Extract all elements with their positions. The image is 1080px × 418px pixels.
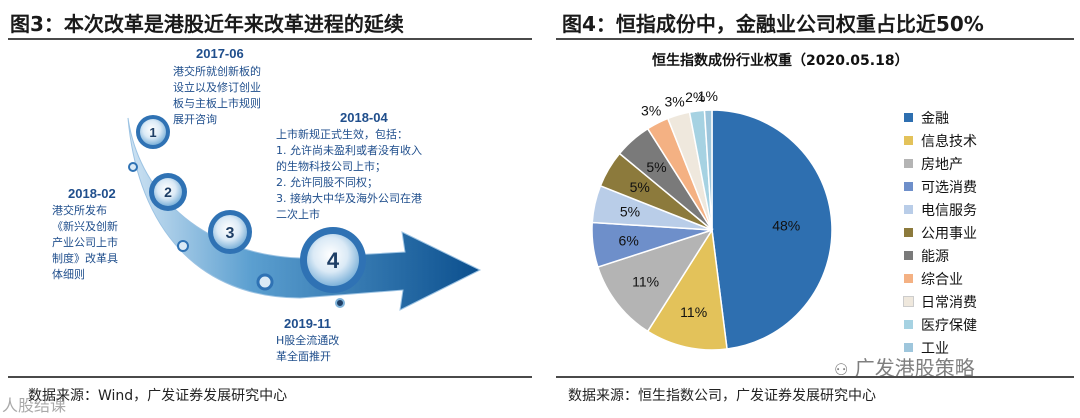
legend-item-10: 工业 xyxy=(904,336,977,359)
legend-label: 金融 xyxy=(921,110,949,127)
right-source-rule xyxy=(556,376,1074,378)
event-line: 1. 允许尚未盈利或者没有收入 xyxy=(276,144,422,157)
pie-data-label-9: 2% xyxy=(685,89,705,105)
pie-data-label-7: 3% xyxy=(641,103,661,119)
event-text-2018-02: 港交所发布《新兴及创新 产业公司上市 制度》改革具 体细则 xyxy=(52,203,118,283)
event-text-2017-06: 港交所就创新板的 设立以及修订创业 板与主板上市规则 展开咨询 xyxy=(173,64,261,128)
legend-label: 工业 xyxy=(921,340,949,357)
event-line: H股全流通改 xyxy=(276,334,340,347)
pie-data-label-5: 5% xyxy=(630,179,650,195)
legend-label: 电信服务 xyxy=(921,202,977,219)
event-line: 上市新规正式生效，包括： xyxy=(276,128,408,141)
event-line: 港交所就创新板的 xyxy=(173,65,261,78)
legend-swatch xyxy=(904,182,913,191)
event-year-2017-06: 2017-06 xyxy=(196,46,244,61)
right-title-rule xyxy=(556,38,1074,40)
right-figure-panel: 图4：恒指成份中，金融业公司权重占比近50% 恒生指数成份行业权重（2020.0… xyxy=(552,0,1080,418)
legend-swatch xyxy=(904,320,913,329)
step-circle-3: 3 xyxy=(208,210,252,254)
legend-swatch xyxy=(904,274,913,283)
pie-slice-2 xyxy=(596,228,714,333)
right-figure-title: 图4：恒指成份中，金融业公司权重占比近50% xyxy=(562,12,984,36)
chart-title: 恒生指数成份行业权重（2020.05.18） xyxy=(652,53,909,69)
step-number-4: 4 xyxy=(327,248,340,273)
decorative-rings xyxy=(128,162,345,308)
event-text-2019-11: H股全流通改 革全面推开 xyxy=(276,333,339,365)
legend-label: 房地产 xyxy=(921,156,963,173)
pie-chart: 48%11%11%6%5%5%5%3%3% 2%1% xyxy=(591,88,833,351)
legend-item-9: 医疗保健 xyxy=(904,313,977,336)
legend-item-7: 综合业 xyxy=(904,267,977,290)
pie-data-label-0: 48% xyxy=(772,217,800,233)
legend-swatch xyxy=(904,228,913,237)
event-line: 板与主板上市规则 xyxy=(173,97,261,110)
step-number-2: 2 xyxy=(164,184,172,200)
event-line: 二次上市 xyxy=(276,208,320,221)
legend-item-1: 信息技术 xyxy=(904,129,977,152)
legend-item-6: 能源 xyxy=(904,244,977,267)
event-line: 展开咨询 xyxy=(173,113,217,126)
pie-data-label-1: 11% xyxy=(680,304,707,320)
step-circle-4: 4 xyxy=(300,227,366,293)
left-figure-title: 图3：本次改革是港股近年来改革进程的延续 xyxy=(10,12,404,36)
legend-item-5: 公用事业 xyxy=(904,221,977,244)
timeline-graphic: 1 2 3 4 xyxy=(127,115,482,311)
event-line: 的生物科技公司上市； xyxy=(276,160,386,173)
pie-data-label-3: 6% xyxy=(619,233,639,249)
pie-slice-0 xyxy=(711,109,833,350)
event-line: 革全面推开 xyxy=(276,350,331,363)
pie-data-label-6: 5% xyxy=(646,159,666,175)
legend-label: 可选消费 xyxy=(921,179,977,196)
legend-swatch xyxy=(904,251,913,260)
event-line: 3. 接纳大中华及海外公司在港 xyxy=(276,192,422,205)
legend-label: 信息技术 xyxy=(921,133,977,150)
step-number-1: 1 xyxy=(149,125,156,140)
right-source-note: 数据来源：恒生指数公司，广发证券发展研究中心 xyxy=(568,388,876,404)
event-year-2018-02: 2018-02 xyxy=(68,186,116,201)
legend-label: 综合业 xyxy=(921,271,963,288)
pie-slice-1 xyxy=(646,227,728,351)
event-line: 体细则 xyxy=(52,268,85,281)
pie-data-label-2: 11% xyxy=(632,273,659,289)
step-circle-2: 2 xyxy=(149,173,187,211)
legend-item-2: 房地产 xyxy=(904,152,977,175)
event-text-2018-04: 上市新规正式生效，包括： 1. 允许尚未盈利或者没有收入 的生物科技公司上市； 2.… xyxy=(276,127,422,223)
event-year-2018-04: 2018-04 xyxy=(340,110,388,125)
event-year-2019-11: 2019-11 xyxy=(284,316,331,331)
legend-label: 日常消费 xyxy=(921,294,977,311)
left-figure-panel: 图3：本次改革是港股近年来改革进程的延续 1 2 xyxy=(2,12,532,415)
left-source-note: 数据来源：Wind，广发证券发展研究中心 xyxy=(28,388,288,404)
left-title-rule xyxy=(8,38,532,40)
legend-item-0: 金融 xyxy=(904,106,977,129)
wechat-icon: ⚇ xyxy=(834,360,849,379)
step-circle-1: 1 xyxy=(136,115,170,149)
left-source-rule xyxy=(8,376,532,378)
event-line: 产业公司上市 xyxy=(52,236,118,249)
legend-swatch xyxy=(904,113,913,122)
legend-item-3: 可选消费 xyxy=(904,175,977,198)
event-line: 港交所发布 xyxy=(52,204,107,217)
event-line: 设立以及修订创业 xyxy=(173,81,261,94)
legend-swatch xyxy=(904,343,913,352)
event-line: 《新兴及创新 xyxy=(52,220,118,233)
legend-label: 能源 xyxy=(921,248,949,265)
chart-legend: 金融信息技术房地产可选消费电信服务公用事业能源综合业日常消费医疗保健工业 xyxy=(903,106,977,359)
legend-swatch xyxy=(904,205,913,214)
pie-data-label-10: 1% xyxy=(698,88,718,104)
event-line: 制度》改革具 xyxy=(52,252,118,265)
legend-swatch xyxy=(904,159,913,168)
pie-data-label-4: 5% xyxy=(620,204,640,220)
pie-data-label-8: 3% xyxy=(664,93,684,109)
step-number-3: 3 xyxy=(226,225,235,242)
legend-swatch xyxy=(903,296,914,307)
left-watermark: 人股结课 xyxy=(2,396,67,415)
legend-item-8: 日常消费 xyxy=(903,290,977,313)
legend-label: 医疗保健 xyxy=(921,317,977,334)
event-line: 2. 允许同股不同权； xyxy=(276,176,378,189)
legend-item-4: 电信服务 xyxy=(904,198,977,221)
legend-label: 公用事业 xyxy=(921,225,977,242)
legend-swatch xyxy=(904,136,913,145)
pie-slice-10 xyxy=(703,109,713,231)
